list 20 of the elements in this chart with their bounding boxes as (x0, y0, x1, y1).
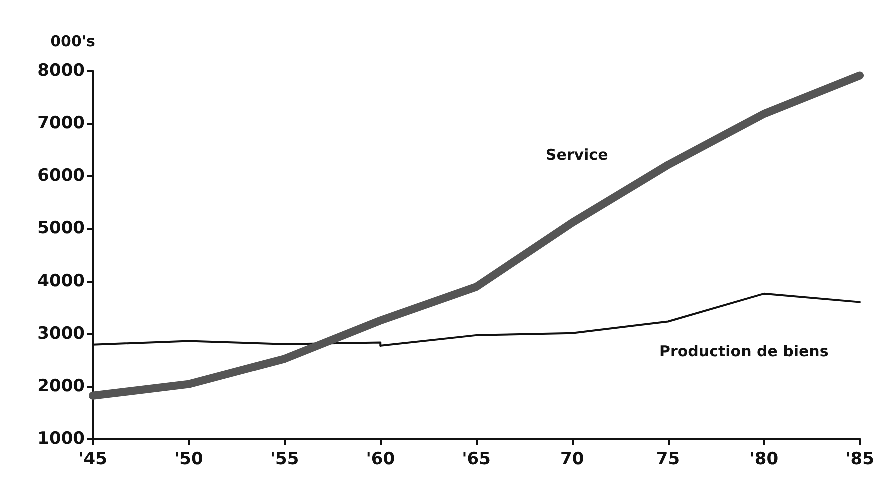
x-tick-label: '50 (174, 450, 204, 470)
y-tick-label: 2000 (38, 376, 86, 396)
y-axis-title: 000's (50, 32, 96, 50)
x-tick-label: '55 (270, 450, 300, 470)
series-label: Production de biens (659, 342, 829, 360)
x-tick-label: 75 (656, 450, 680, 470)
y-tick-label: 5000 (38, 218, 86, 239)
y-tick-label: 8000 (38, 61, 86, 81)
y-tick-label: 1000 (38, 429, 86, 449)
x-tick-label: 70 (560, 450, 584, 470)
y-tick-label: 7000 (38, 114, 86, 134)
x-tick-label: '45 (78, 450, 108, 470)
y-tick-label: 3000 (38, 324, 86, 344)
y-tick-label: 6000 (38, 166, 86, 186)
x-tick-label: '60 (366, 450, 396, 470)
x-tick-label: '85 (846, 450, 874, 470)
text: Service (546, 146, 608, 164)
x-tick-label: '80 (750, 450, 779, 470)
y-tick-label: 4000 (38, 271, 86, 292)
x-tick-label: '65 (462, 450, 491, 470)
